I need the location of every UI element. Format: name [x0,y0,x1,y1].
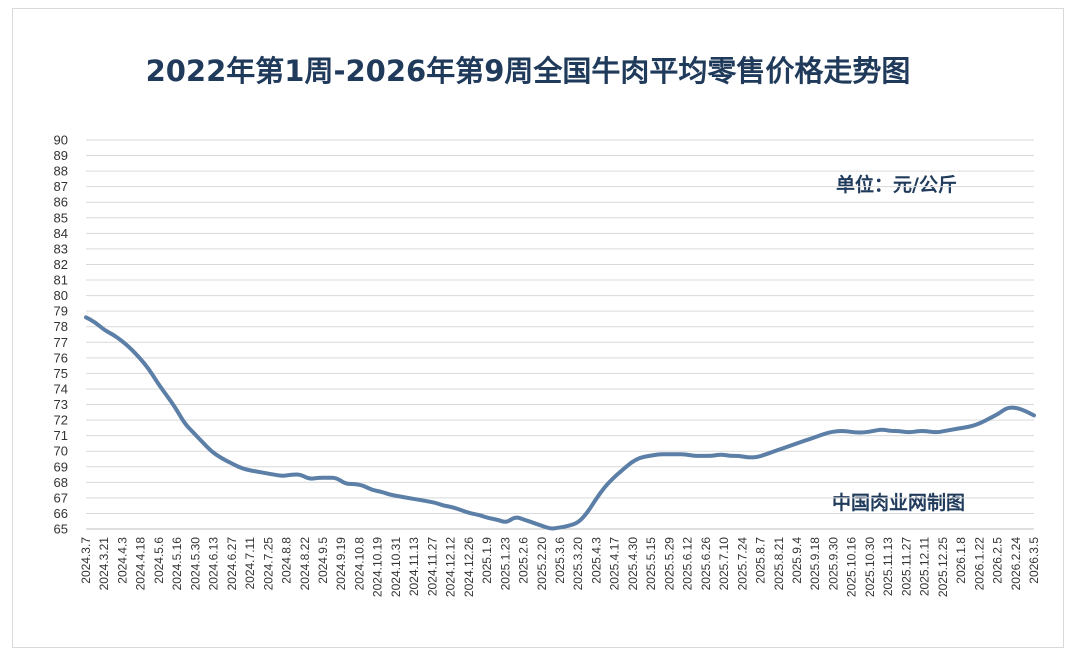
x-tick-label: 2024.5.30 [188,537,202,591]
y-tick-label: 73 [54,397,68,412]
x-tick-label: 2024.4.3 [115,537,129,584]
y-tick-label: 79 [54,304,68,319]
y-tick-label: 71 [54,428,68,443]
y-tick-label: 78 [54,319,68,334]
x-tick-label: 2025.10.30 [863,537,877,597]
x-tick-label: 2024.7.11 [243,537,257,590]
x-tick-label: 2024.6.27 [225,537,239,591]
x-tick-label: 2024.8.22 [298,537,312,591]
y-tick-label: 66 [54,506,68,521]
x-tick-label: 2025.4.3 [589,537,603,584]
x-tick-label: 2024.8.8 [280,537,294,584]
x-tick-label: 2026.2.24 [1009,537,1023,591]
y-tick-label: 82 [54,257,68,272]
x-tick-label: 2025.8.21 [772,537,786,591]
x-tick-label: 2024.5.16 [170,537,184,591]
x-tick-label: 2025.9.30 [826,537,840,591]
x-tick-label: 2025.4.17 [608,537,622,591]
x-tick-label: 2025.5.15 [644,537,658,591]
x-tick-label: 2024.9.5 [316,537,330,584]
y-tick-label: 86 [54,195,68,210]
x-tick-label: 2025.6.26 [699,537,713,591]
x-tick-label: 2024.10.8 [352,537,366,591]
unit-label: 单位：元/公斤 [836,174,957,196]
x-tick-label: 2025.9.4 [790,537,804,584]
x-tick-label: 2025.7.10 [717,537,731,591]
x-tick-label: 2024.6.13 [207,537,221,591]
y-tick-label: 83 [54,241,68,256]
y-tick-label: 90 [54,133,68,148]
y-tick-label: 80 [54,288,68,303]
y-tick-label: 84 [54,226,68,241]
y-tick-label: 65 [54,522,68,537]
y-tick-label: 77 [54,335,68,350]
x-tick-label: 2025.11.13 [881,537,895,596]
y-tick-label: 85 [54,210,68,225]
y-tick-label: 70 [54,444,68,459]
x-tick-label: 2025.9.18 [808,537,822,591]
x-tick-label: 2024.10.31 [389,537,403,597]
x-tick-label: 2025.7.24 [735,537,749,591]
x-tick-label: 2024.4.18 [134,537,148,591]
y-tick-label: 81 [54,273,68,288]
x-tick-label: 2025.11.27 [899,537,913,596]
x-tick-label: 2025.6.12 [681,537,695,591]
x-tick-label: 2024.9.19 [334,537,348,591]
x-tick-label: 2026.1.22 [972,537,986,591]
x-tick-label: 2024.5.6 [152,537,166,584]
x-tick-label: 2026.3.5 [1027,537,1041,584]
x-tick-label: 2024.3.7 [79,537,93,584]
y-tick-label: 72 [54,413,68,428]
x-tick-label: 2025.2.20 [535,537,549,591]
x-tick-label: 2025.3.6 [553,537,567,584]
y-axis: 6566676869707172737475767778798081828384… [54,133,68,537]
y-tick-label: 87 [54,179,68,194]
x-tick-label: 2026.2.5 [991,537,1005,584]
y-tick-label: 74 [54,381,68,396]
x-tick-label: 2025.1.9 [480,537,494,584]
y-tick-label: 76 [54,350,68,365]
x-tick-label: 2025.10.16 [845,537,859,597]
x-tick-label: 2025.12.11 [918,537,932,596]
x-tick-label: 2025.1.23 [498,537,512,591]
chart-frame [12,8,1064,648]
chart-title: 2022年第1周-2026年第9周全国牛肉平均零售价格走势图 [145,54,911,88]
x-tick-label: 2026.1.8 [954,537,968,584]
x-tick-label: 2024.3.21 [97,537,111,591]
x-axis: 2024.3.7 2024.3.21 2024.4.3 2024.4.18 2024.5… [79,528,1041,597]
y-tick-label: 68 [54,475,68,490]
x-tick-label: 2025.5.29 [662,537,676,591]
x-tick-label: 2025.2.6 [517,537,531,584]
x-tick-label: 2025.8.7 [754,537,768,584]
y-tick-label: 75 [54,366,68,381]
x-tick-label: 2024.7.25 [261,537,275,591]
y-tick-label: 69 [54,459,68,474]
series-line-0 [84,315,1036,531]
x-tick-label: 2025.4.30 [626,537,640,591]
plot-area [84,315,1036,531]
x-tick-label: 2024.11.27 [425,537,439,596]
y-tick-label: 88 [54,164,68,179]
x-tick-label: 2024.12.12 [444,537,458,597]
x-tick-label: 2025.3.20 [571,537,585,591]
x-tick-label: 2024.12.26 [462,537,476,597]
gridlines [86,139,1034,530]
y-tick-label: 89 [54,148,68,163]
x-tick-label: 2025.12.25 [936,537,950,597]
x-tick-label: 2024.11.13 [407,537,421,596]
x-tick-label: 2024.10.19 [371,537,385,597]
y-tick-label: 67 [54,490,68,505]
